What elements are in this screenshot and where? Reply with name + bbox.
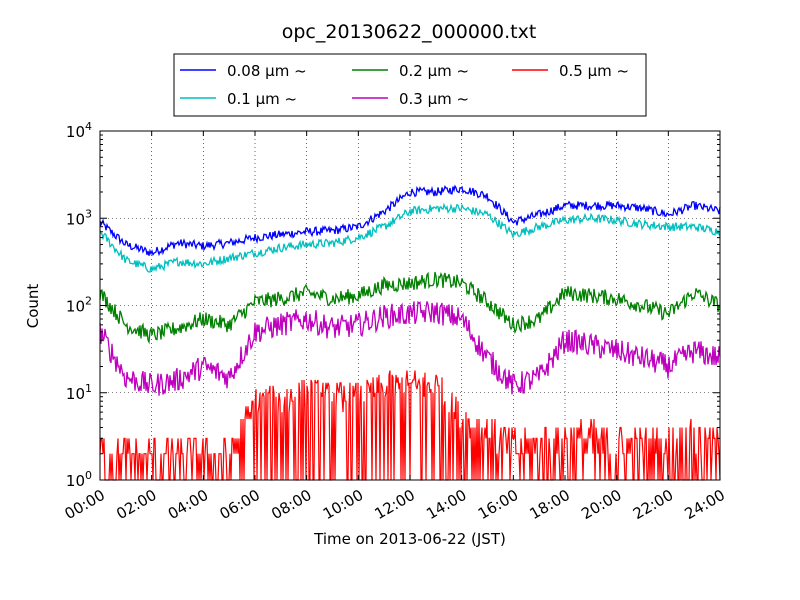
chart-title: opc_20130622_000000.txt: [282, 21, 537, 43]
x-tick-label: 04:00: [165, 486, 211, 523]
series-line-0: [99, 184, 721, 257]
y-axis-label: Count: [24, 284, 42, 329]
x-tick-label: 20:00: [578, 486, 624, 523]
x-tick-label: 14:00: [423, 486, 469, 523]
x-tick-label: 16:00: [475, 486, 521, 523]
x-tick-label: 02:00: [113, 486, 159, 523]
legend-label: 0.3 μm ~: [399, 90, 469, 108]
x-tick-label: 10:00: [320, 486, 366, 523]
x-tick-labels: 00:00 02:00 04:00 06:00 08:00 10:00 12:00 14:00…: [62, 486, 728, 523]
y-tick-label: 104: [66, 120, 92, 141]
y-tick-label: 101: [66, 382, 92, 403]
series-line-4: [99, 370, 721, 481]
x-tick-label: 08:00: [268, 486, 314, 523]
y-tick-labels: 100 101 102 103 104: [66, 120, 92, 490]
y-tick-label: 103: [66, 207, 92, 228]
series-layer: [99, 184, 721, 481]
x-tick-label: 24:00: [682, 486, 728, 523]
x-tick-label: 22:00: [630, 486, 676, 523]
series-line-2: [99, 271, 721, 345]
legend-label: 0.5 μm ~: [559, 62, 629, 80]
series-line-3: [99, 300, 721, 396]
legend-label: 0.1 μm ~: [227, 90, 297, 108]
legend-label: 0.2 μm ~: [399, 62, 469, 80]
ticks: [99, 130, 721, 481]
x-tick-label: 12:00: [372, 486, 418, 523]
x-tick-label: 00:00: [62, 486, 108, 523]
legend-box: [173, 53, 647, 117]
legend-label: 0.08 μm ~: [227, 62, 307, 80]
x-tick-label: 06:00: [217, 486, 263, 523]
x-tick-label: 18:00: [527, 486, 573, 523]
y-tick-label: 100: [66, 469, 92, 490]
series-line-1: [99, 202, 721, 273]
legend: 0.08 μm ~ 0.1 μm ~ 0.2 μm ~ 0.3 μm ~ 0.5 μm …: [173, 53, 647, 117]
x-axis-label: Time on 2013-06-22 (JST): [313, 530, 506, 548]
y-tick-label: 102: [66, 295, 92, 316]
